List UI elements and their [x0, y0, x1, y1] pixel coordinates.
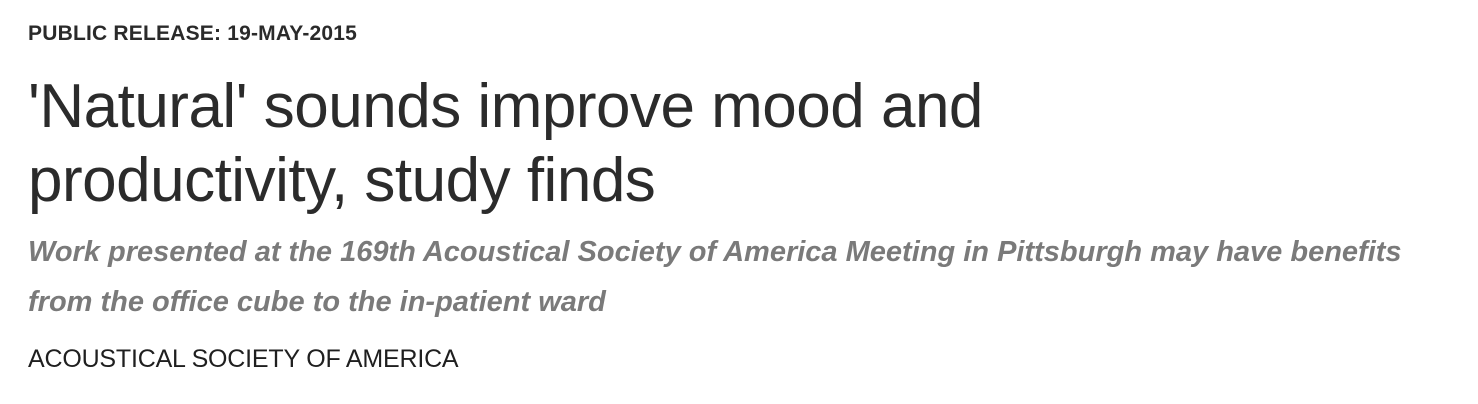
subheadline-line: from the office cube to the in-patient w…: [28, 286, 606, 318]
subheadline-line: Work presented at the 169th Acoustical S…: [28, 236, 1402, 268]
headline-line: 'Natural' sounds improve mood and: [28, 72, 983, 141]
public-release-date: PUBLIC RELEASE: 19-MAY-2015: [28, 22, 358, 45]
article-subheadline: Work presented at the 169th Acoustical S…: [28, 227, 1453, 327]
headline-line: productivity, study finds: [28, 146, 656, 215]
article-headline: 'Natural' sounds improve mood and produc…: [28, 70, 1448, 218]
source-organization[interactable]: ACOUSTICAL SOCIETY OF AMERICA: [28, 345, 459, 373]
